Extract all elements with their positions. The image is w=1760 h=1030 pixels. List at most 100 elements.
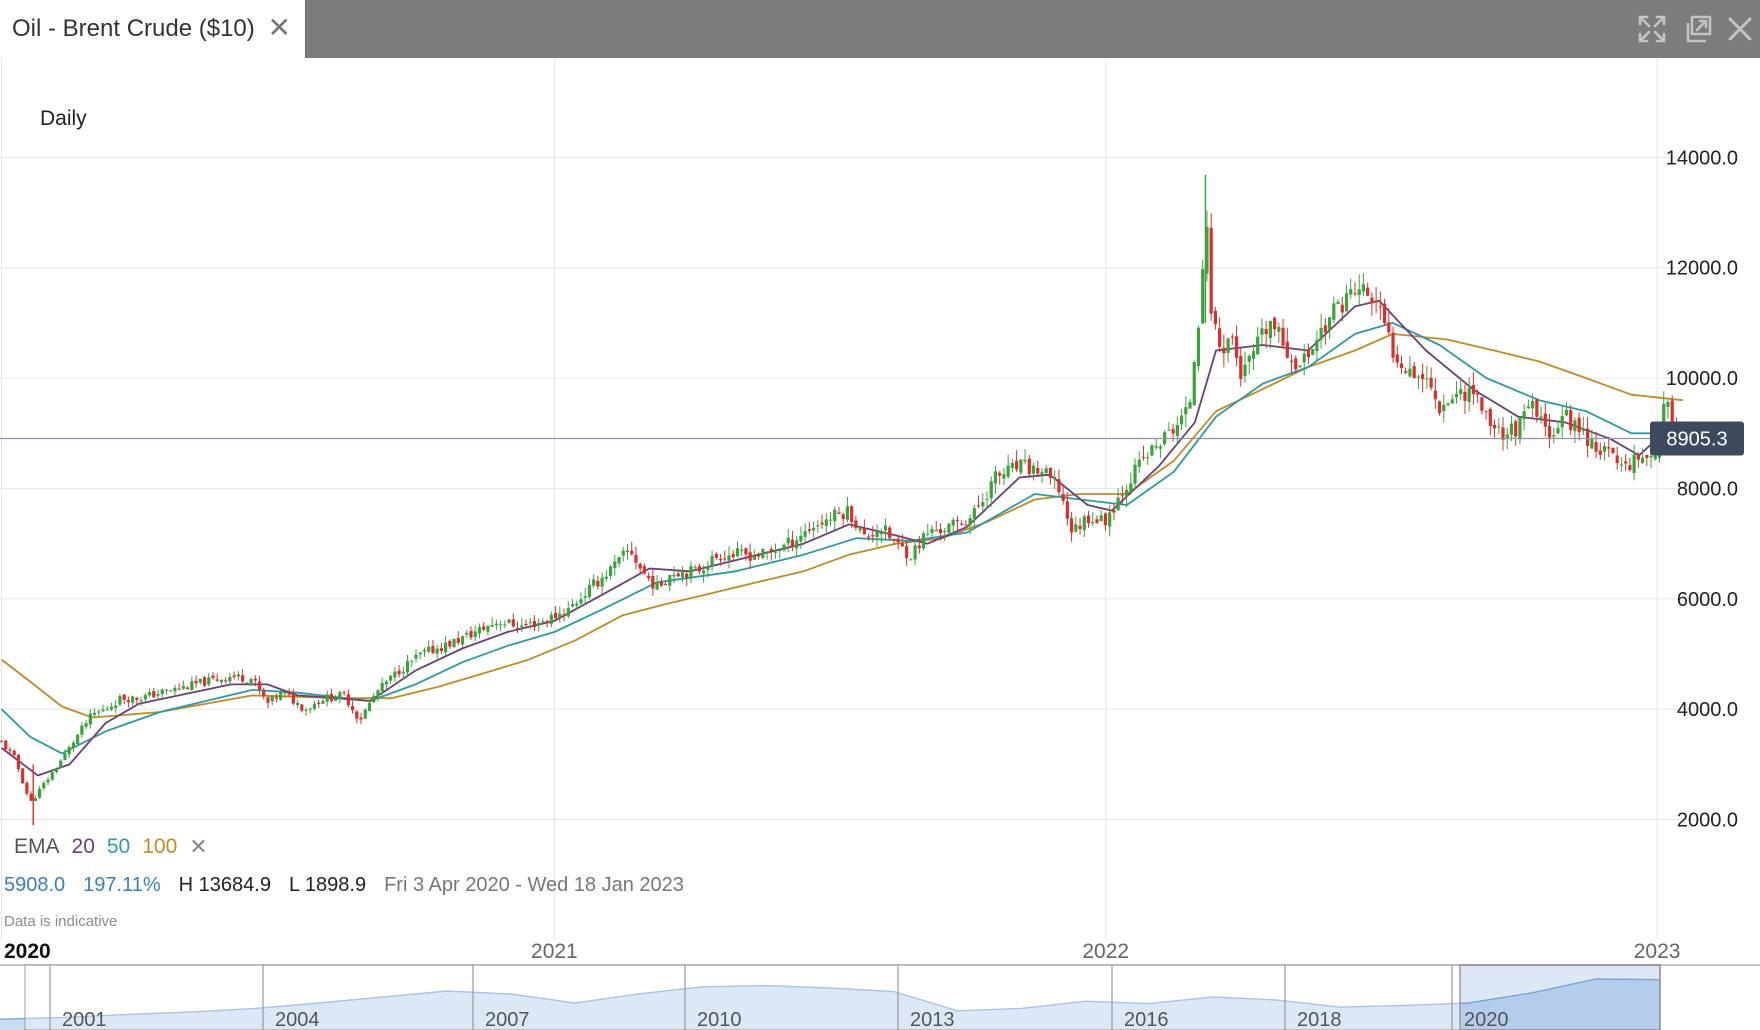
candle-344 — [1454, 381, 1459, 404]
candle-body-368 — [1556, 428, 1560, 434]
candle-body-327 — [1382, 303, 1387, 324]
candle-body-294 — [1243, 364, 1247, 377]
candle-261 — [1103, 512, 1108, 532]
disclaimer-text: Data is indicative — [4, 913, 118, 930]
candle-31 — [131, 695, 135, 706]
candle-194 — [820, 514, 824, 529]
candle-body-385 — [1628, 465, 1632, 471]
candle-329 — [1391, 326, 1395, 363]
candle-136 — [575, 601, 579, 610]
candle-body-319 — [1349, 289, 1353, 295]
candle-303 — [1281, 318, 1285, 349]
candle-364 — [1539, 406, 1543, 424]
candle-207 — [875, 524, 879, 547]
candle-153 — [647, 572, 651, 582]
candle-body-278 — [1175, 425, 1179, 436]
candle-body-179 — [757, 553, 761, 557]
candle-339 — [1433, 378, 1437, 409]
candle-body-47 — [198, 678, 202, 683]
change-percent: 197.11% — [83, 874, 161, 896]
candle-292 — [1234, 325, 1239, 367]
candle-body-286 — [1209, 227, 1213, 314]
ema-20-label[interactable]: 20 — [71, 835, 95, 858]
candle-body-202 — [854, 520, 858, 528]
candle-body-172 — [727, 555, 731, 561]
candle-75 — [317, 699, 321, 709]
ema-50-label[interactable]: 50 — [106, 835, 131, 858]
candle-body-306 — [1294, 358, 1298, 370]
candle-132 — [558, 606, 562, 623]
candle-body-305 — [1289, 360, 1294, 362]
candle-body-62 — [262, 690, 266, 696]
candle-body-148 — [625, 550, 630, 553]
candle-body-276 — [1167, 429, 1171, 431]
candle-393 — [1662, 391, 1666, 426]
current-price-line: 8905.3 — [0, 421, 1744, 456]
candle-147 — [621, 546, 625, 562]
candle-body-100 — [422, 649, 427, 652]
tab-close-icon[interactable]: ✕ — [267, 12, 291, 43]
candle-343 — [1450, 394, 1454, 405]
navigator-year-6: 2018 — [1297, 1009, 1342, 1030]
candle-body-61 — [257, 681, 262, 690]
candle-body-298 — [1260, 328, 1264, 335]
candle-375 — [1586, 416, 1590, 458]
candle-79 — [334, 694, 338, 701]
candle-body-245 — [1036, 468, 1040, 474]
candle-body-187 — [790, 539, 795, 547]
candle-148 — [625, 544, 630, 561]
candle-103 — [435, 644, 439, 659]
candle-272 — [1150, 444, 1154, 457]
candle-body-216 — [913, 545, 917, 560]
candle-body-233 — [985, 499, 989, 501]
candle-body-238 — [1006, 465, 1010, 477]
candle-265 — [1120, 485, 1124, 506]
candle-210 — [888, 525, 892, 540]
candle-16 — [67, 745, 71, 758]
x-tick-label-2: 2022 — [1082, 940, 1129, 963]
candle-193 — [816, 520, 820, 533]
candle-body-90 — [380, 682, 384, 692]
candle-23 — [97, 709, 101, 717]
candle-167 — [706, 561, 710, 578]
candle-55 — [232, 671, 236, 680]
popout-icon[interactable] — [1683, 14, 1713, 44]
candle-body-237 — [1002, 474, 1006, 479]
candle-368 — [1556, 420, 1560, 435]
candle-54 — [228, 673, 232, 686]
candle-188 — [795, 536, 799, 556]
candle-body-219 — [926, 533, 930, 535]
candle-69 — [291, 688, 295, 706]
ema-100-label[interactable]: 100 — [142, 835, 178, 858]
candle-39 — [164, 689, 169, 695]
candle-body-38 — [160, 689, 164, 695]
candle-body-249 — [1053, 476, 1057, 479]
candle-body-120 — [507, 619, 511, 623]
candle-27 — [114, 700, 118, 714]
candle-body-21 — [88, 713, 92, 725]
candle-body-229 — [968, 518, 972, 525]
candle-body-150 — [634, 555, 638, 563]
candle-274 — [1158, 444, 1163, 459]
candle-192 — [811, 521, 816, 539]
expand-icon[interactable] — [1637, 14, 1667, 44]
candle-body-12 — [50, 772, 54, 780]
price-chart[interactable]: 8905.3 2000.0 4000.0 6000.0 8000.0 10000.0 12… — [0, 58, 1760, 1030]
candle-body-4 — [16, 754, 21, 769]
ema-50-line — [0, 321, 1684, 755]
close-icon[interactable] — [1725, 14, 1755, 44]
candle-57 — [240, 669, 245, 684]
candle-body-230 — [972, 508, 976, 519]
candle-body-39 — [164, 689, 169, 691]
candle-body-83 — [350, 706, 355, 711]
candle-191 — [807, 521, 811, 534]
candle-body-113 — [477, 627, 482, 634]
candle-body-345 — [1459, 389, 1463, 395]
high-value: H 13684.9 — [178, 874, 271, 896]
candle-30 — [126, 696, 130, 708]
candle-47 — [198, 678, 202, 685]
candle-body-195 — [824, 519, 828, 526]
chart-tab[interactable]: Oil - Brent Crude ($10) ✕ — [0, 0, 306, 58]
navigator[interactable]: 2001 2004 2007 2010 2013 2016 2018 2020 — [0, 964, 1760, 1030]
remove-indicator-icon[interactable]: ✕ — [189, 834, 208, 859]
